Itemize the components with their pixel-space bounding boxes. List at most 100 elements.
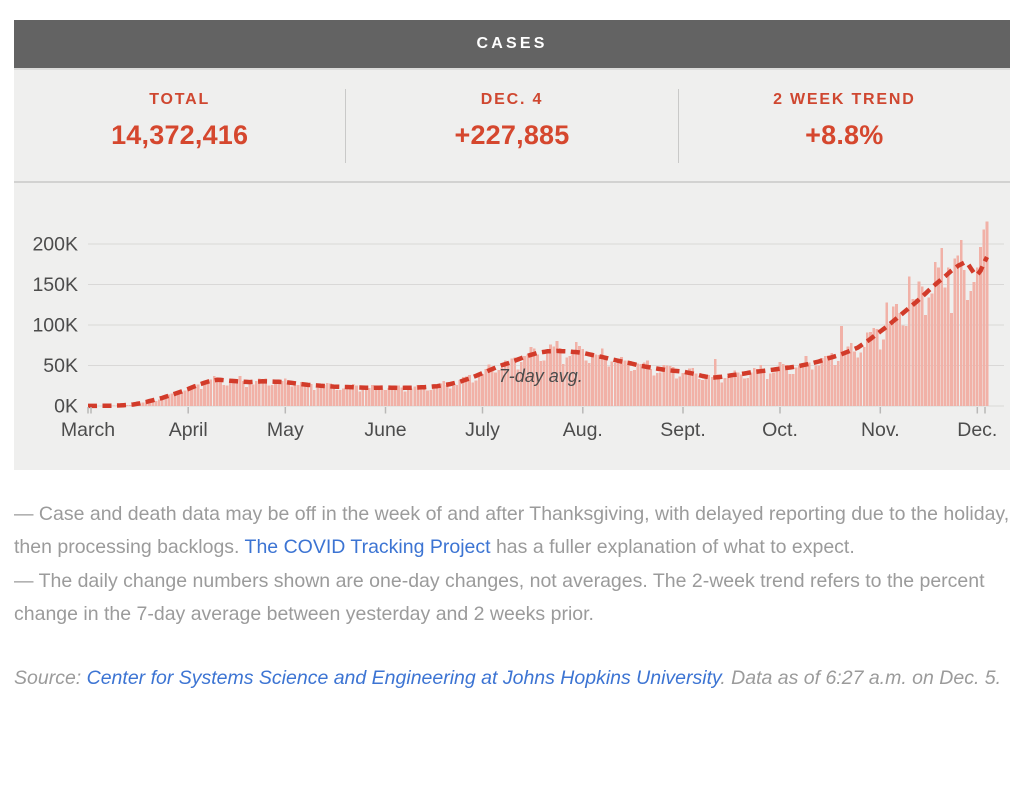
month-label: Nov. [861, 419, 900, 441]
daily-case-bar [203, 384, 206, 406]
daily-case-bar [630, 371, 633, 406]
daily-case-bar [701, 380, 704, 406]
month-label: Sept. [660, 419, 706, 441]
daily-case-bar [818, 366, 821, 406]
daily-case-bar [297, 385, 300, 406]
daily-case-bar [921, 287, 924, 406]
daily-case-bar [394, 388, 397, 406]
cases-header-bar: CASES [14, 20, 1010, 68]
daily-case-bar [397, 385, 400, 406]
stats-band: TOTAL 14,372,416 DEC. 4 +227,885 2 WEEK … [14, 68, 1010, 181]
daily-case-bar [795, 368, 798, 406]
daily-case-bar [180, 393, 183, 406]
daily-case-bar [423, 387, 426, 406]
daily-case-bar [404, 391, 407, 406]
daily-case-bar [814, 365, 817, 406]
daily-case-bar [607, 367, 610, 406]
covid-tracking-project-link[interactable]: The COVID Tracking Project [245, 536, 491, 558]
stat-total-value: 14,372,416 [14, 120, 345, 151]
jhu-csse-link[interactable]: Center for Systems Science and Engineeri… [87, 667, 721, 689]
daily-case-bar [332, 387, 335, 406]
daily-case-bar [724, 378, 727, 406]
daily-case-bar [824, 356, 827, 406]
daily-case-bar [714, 359, 717, 406]
daily-case-bar [255, 381, 258, 406]
y-axis-label: 100K [32, 315, 78, 337]
daily-case-bar [171, 393, 174, 406]
daily-case-bar [611, 362, 614, 406]
daily-case-bar [442, 381, 445, 406]
notes: — Case and death data may be off in the … [14, 498, 1010, 631]
daily-case-bar [721, 383, 724, 406]
daily-case-bar [336, 390, 339, 406]
daily-case-bar [649, 369, 652, 406]
daily-case-bar [889, 324, 892, 406]
daily-case-bar [908, 276, 911, 406]
daily-case-bar [400, 387, 403, 406]
daily-case-bar [274, 382, 277, 406]
daily-case-bar [957, 255, 960, 406]
stat-total: TOTAL 14,372,416 [14, 70, 345, 181]
daily-case-bar [698, 379, 701, 406]
daily-case-bar [598, 355, 601, 406]
daily-case-bar [268, 385, 271, 406]
daily-case-bar [281, 381, 284, 406]
daily-case-bar [449, 389, 452, 406]
daily-case-bar [594, 355, 597, 407]
daily-case-bar [847, 347, 850, 406]
daily-case-bar [944, 288, 947, 406]
month-label: May [267, 419, 304, 441]
daily-case-bar [843, 352, 846, 406]
y-axis-label: 150K [32, 274, 78, 296]
daily-case-bar [937, 267, 940, 406]
daily-case-bar [384, 390, 387, 406]
daily-case-bar [219, 380, 222, 407]
daily-case-bar [763, 370, 766, 406]
daily-case-bar [882, 340, 885, 407]
daily-case-bar [313, 390, 316, 406]
daily-case-bar [342, 388, 345, 406]
daily-case-bar [455, 385, 458, 406]
daily-case-bar [381, 390, 384, 406]
daily-case-bar [659, 372, 662, 406]
daily-case-bar [898, 313, 901, 406]
daily-case-bar [772, 372, 775, 406]
daily-case-bar [798, 366, 801, 407]
daily-case-bar [155, 401, 158, 406]
daily-case-bar [229, 381, 232, 406]
daily-case-bar [323, 385, 326, 406]
daily-case-bar [614, 363, 617, 406]
daily-case-bar [834, 365, 837, 406]
note-daily-change: — The daily change numbers shown are one… [14, 565, 1010, 632]
daily-case-bar [197, 384, 200, 406]
daily-case-bar [617, 358, 620, 406]
y-axis-label: 0K [54, 396, 78, 418]
daily-case-bar [339, 390, 342, 406]
daily-case-bar [711, 377, 714, 406]
daily-case-bar [785, 365, 788, 406]
cases-card: CASES TOTAL 14,372,416 DEC. 4 +227,885 2… [14, 20, 1010, 470]
daily-case-bar [808, 362, 811, 406]
month-label: Dec. [957, 419, 997, 441]
daily-case-bar [484, 369, 487, 406]
daily-case-bar [452, 386, 455, 406]
daily-case-bar [636, 364, 639, 407]
daily-case-bar [730, 375, 733, 406]
daily-case-bar [624, 361, 627, 406]
daily-case-bar [682, 373, 685, 406]
daily-case-bar [924, 315, 927, 406]
daily-case-bar [953, 259, 956, 406]
daily-case-bar [947, 268, 950, 407]
daily-case-bar [426, 391, 429, 407]
daily-case-bar [753, 368, 756, 406]
daily-case-bar [271, 385, 274, 406]
daily-case-bar [239, 376, 242, 406]
stat-total-label: TOTAL [14, 91, 345, 109]
daily-case-bar [371, 385, 374, 406]
daily-case-bar [478, 375, 481, 406]
daily-case-bar [656, 373, 659, 406]
stat-two-week-trend: 2 WEEK TREND +8.8% [679, 70, 1010, 181]
daily-case-bar [704, 379, 707, 406]
daily-case-bar [827, 356, 830, 406]
note-text: has a fuller explanation of what to expe… [491, 536, 855, 558]
